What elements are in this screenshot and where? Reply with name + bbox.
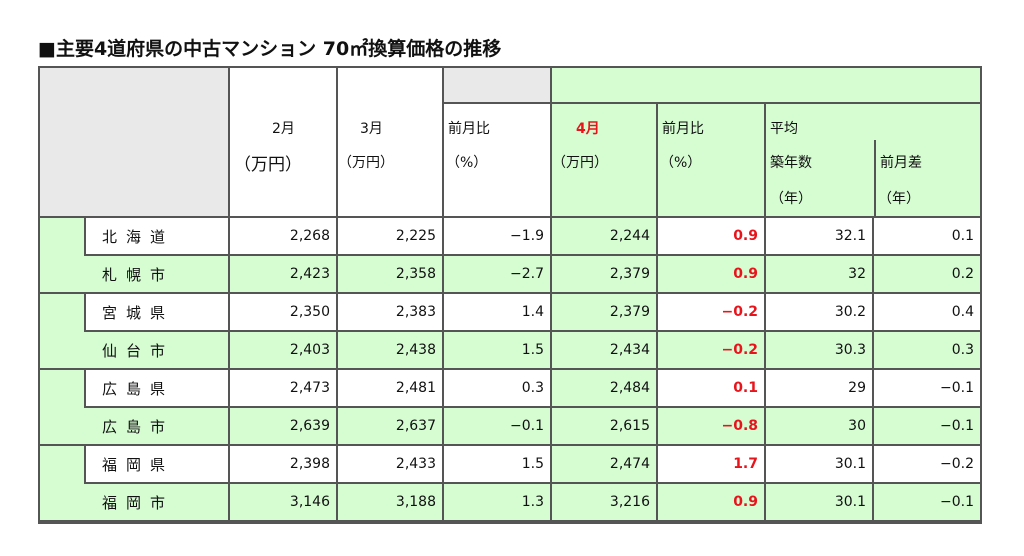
cell-mar: 3,188: [338, 484, 442, 520]
cell-feb: 2,423: [230, 256, 336, 292]
page-title: ■主要4道府県の中古マンション 70㎡換算価格の推移: [38, 38, 502, 60]
cell-mom2: −0.8: [658, 408, 764, 444]
header-feb-unit: （万円）: [234, 155, 302, 175]
cell-age: 32: [766, 256, 872, 292]
header-mom1-top: [444, 68, 550, 102]
row-name: 仙台市: [40, 332, 228, 368]
cell-feb: 2,268: [230, 218, 336, 254]
cell-age: 32.1: [766, 218, 872, 254]
cell-mar: 2,358: [338, 256, 442, 292]
row-name: 福岡市: [40, 484, 228, 520]
cell-age: 30.3: [766, 332, 872, 368]
cell-apr: 2,474: [552, 446, 656, 482]
cell-mar: 2,383: [338, 294, 442, 330]
cell-mom1: 1.4: [444, 294, 550, 330]
cell-mar: 2,637: [338, 408, 442, 444]
header-mom1-unit: （%）: [446, 155, 488, 171]
cell-apr: 2,434: [552, 332, 656, 368]
cell-age: 30.2: [766, 294, 872, 330]
row-name: 宮城県: [86, 294, 228, 330]
cell-feb: 2,639: [230, 408, 336, 444]
header-mom2-unit: （%）: [660, 155, 702, 171]
cell-apr: 2,379: [552, 294, 656, 330]
header-avg: [766, 104, 980, 216]
cell-diff: 0.1: [874, 218, 980, 254]
cell-mom1: 1.5: [444, 446, 550, 482]
header-mar-label: 3月: [360, 121, 383, 137]
cell-diff: −0.2: [874, 446, 980, 482]
cell-age: 29: [766, 370, 872, 406]
header-apr-unit: （万円）: [552, 155, 608, 171]
header-apr-label: 4月: [576, 121, 600, 137]
row-name: 広島県: [86, 370, 228, 406]
header-mom1-label: 前月比: [448, 121, 490, 137]
header-age-label: 築年数: [770, 155, 812, 171]
cell-age: 30: [766, 408, 872, 444]
header-mom2: [658, 104, 764, 216]
header-feb-label: 2月: [272, 121, 295, 137]
cell-mom2: 0.1: [658, 370, 764, 406]
header-mom1: [444, 104, 550, 216]
cell-mom2: 0.9: [658, 218, 764, 254]
cell-diff: −0.1: [874, 408, 980, 444]
cell-mar: 2,433: [338, 446, 442, 482]
cell-mom1: 1.3: [444, 484, 550, 520]
cell-mar: 2,225: [338, 218, 442, 254]
cell-age: 30.1: [766, 446, 872, 482]
cell-feb: 2,398: [230, 446, 336, 482]
cell-apr: 2,615: [552, 408, 656, 444]
header-apr-top: [552, 68, 980, 102]
cell-feb: 2,350: [230, 294, 336, 330]
cell-diff: −0.1: [874, 370, 980, 406]
cell-diff: 0.3: [874, 332, 980, 368]
header-avg-label: 平均: [770, 121, 798, 137]
header-avg-divider: [874, 140, 876, 216]
cell-mom1: −2.7: [444, 256, 550, 292]
cell-mom1: −1.9: [444, 218, 550, 254]
cell-mom2: 0.9: [658, 484, 764, 520]
row-name: 広島市: [40, 408, 228, 444]
row-name: 札幌市: [40, 256, 228, 292]
header-mom2-label: 前月比: [662, 121, 704, 137]
row-name: 北海道: [86, 218, 228, 254]
cell-mom2: 0.9: [658, 256, 764, 292]
cell-diff: −0.1: [874, 484, 980, 520]
cell-apr: 2,379: [552, 256, 656, 292]
cell-mar: 2,438: [338, 332, 442, 368]
header-mar-unit: （万円）: [338, 155, 394, 171]
header-diff-unit: （年）: [878, 191, 920, 207]
header-diff-label: 前月差: [880, 155, 922, 171]
cell-feb: 2,473: [230, 370, 336, 406]
header-feb: [230, 68, 336, 216]
cell-mom1: 0.3: [444, 370, 550, 406]
cell-mom1: −0.1: [444, 408, 550, 444]
cell-diff: 0.2: [874, 256, 980, 292]
cell-feb: 3,146: [230, 484, 336, 520]
cell-diff: 0.4: [874, 294, 980, 330]
row-name: 福岡県: [86, 446, 228, 482]
header-age-unit: （年）: [770, 191, 812, 207]
cell-age: 30.1: [766, 484, 872, 520]
cell-apr: 2,244: [552, 218, 656, 254]
cell-mom1: 1.5: [444, 332, 550, 368]
cell-mar: 2,481: [338, 370, 442, 406]
header-mar: [338, 68, 442, 216]
cell-mom2: 1.7: [658, 446, 764, 482]
cell-feb: 2,403: [230, 332, 336, 368]
cell-mom2: −0.2: [658, 332, 764, 368]
cell-apr: 2,484: [552, 370, 656, 406]
header-apr: [552, 104, 656, 216]
price-table: 2月 （万円） 3月 （万円） 前月比 （%） 4月 （万円） 前月比 （%） …: [38, 66, 982, 524]
cell-apr: 3,216: [552, 484, 656, 520]
cell-mom2: −0.2: [658, 294, 764, 330]
header-corner: [40, 68, 228, 216]
